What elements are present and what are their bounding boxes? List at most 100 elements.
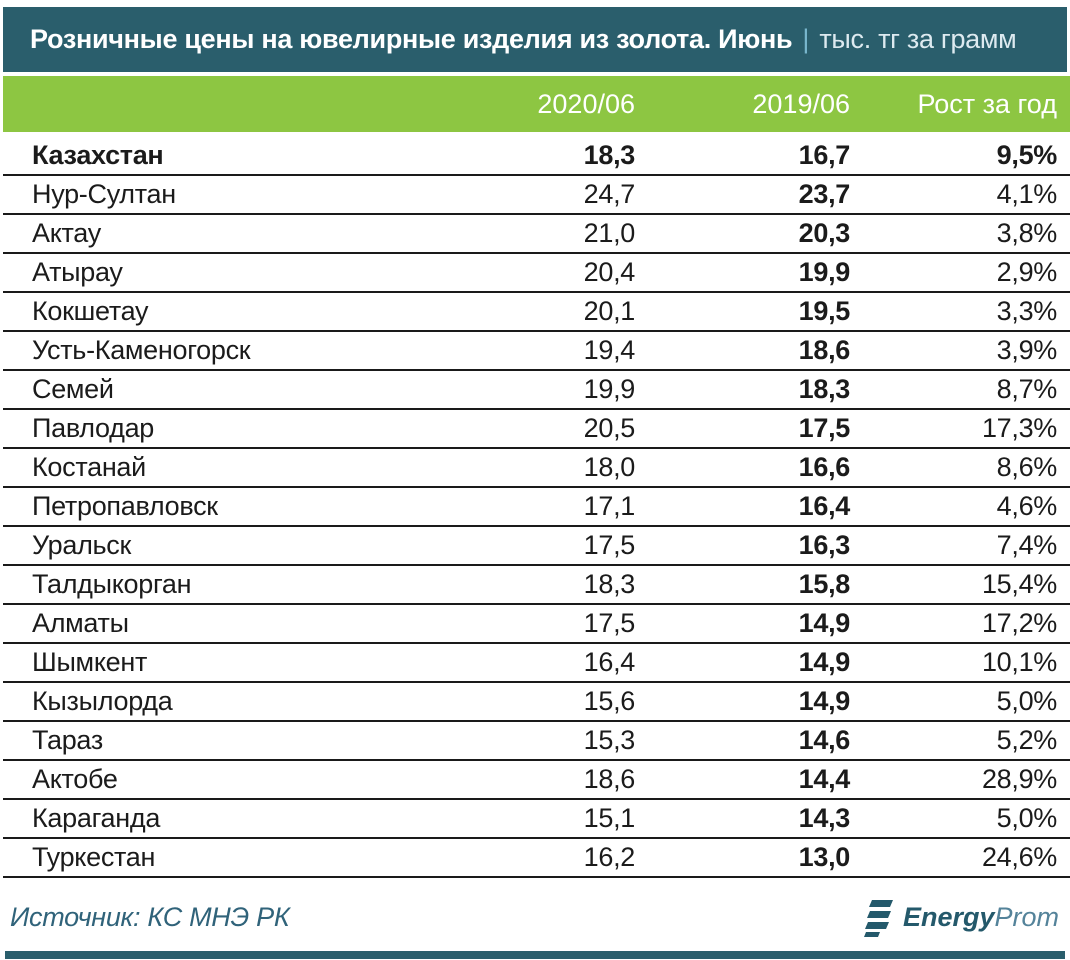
table-row: Казахстан 18,3 16,7 9,5% <box>3 134 1070 176</box>
table-row: Алматы 17,5 14,9 17,2% <box>3 604 1070 644</box>
table-row: Актобе 18,6 14,4 28,9% <box>3 760 1070 800</box>
table-row: Павлодар 20,5 17,5 17,3% <box>3 409 1070 449</box>
region-cell: Петропавловск <box>3 487 458 527</box>
growth-cell: 24,6% <box>850 838 1070 878</box>
growth-cell: 8,7% <box>850 370 1070 410</box>
price-2020-cell: 21,0 <box>458 214 635 254</box>
table-row: Актау 21,0 20,3 3,8% <box>3 214 1070 254</box>
region-cell: Алматы <box>3 604 458 644</box>
bottom-accent-bar <box>5 951 1065 959</box>
table-row: Нур-Султан 24,7 23,7 4,1% <box>3 175 1070 215</box>
footer: Источник: КС МНЭ РК EnergyProm <box>3 888 1067 946</box>
growth-cell: 7,4% <box>850 526 1070 566</box>
region-cell: Тараз <box>3 721 458 761</box>
price-2019-cell: 14,4 <box>635 760 850 800</box>
region-column-header <box>3 76 458 137</box>
price-2020-cell: 16,2 <box>458 838 635 878</box>
price-2019-cell: 14,9 <box>635 604 850 644</box>
table-row: Талдыкорган 18,3 15,8 15,4% <box>3 565 1070 605</box>
price-2020-cell: 19,9 <box>458 370 635 410</box>
growth-cell: 4,1% <box>850 175 1070 215</box>
column-header-2019: 2019/06 <box>635 76 850 137</box>
region-cell: Кокшетау <box>3 292 458 332</box>
price-2020-cell: 19,4 <box>458 331 635 371</box>
price-2020-cell: 18,3 <box>458 134 635 176</box>
price-2020-cell: 17,1 <box>458 487 635 527</box>
table-body: Казахстан 18,3 16,7 9,5% Нур-Султан 24,7… <box>3 134 1070 878</box>
region-cell: Казахстан <box>3 134 458 176</box>
price-2019-cell: 16,4 <box>635 487 850 527</box>
region-cell: Талдыкорган <box>3 565 458 605</box>
title-separator: | <box>802 24 810 54</box>
region-cell: Усть-Каменогорск <box>3 331 458 371</box>
growth-cell: 3,3% <box>850 292 1070 332</box>
table-row: Усть-Каменогорск 19,4 18,6 3,9% <box>3 331 1070 371</box>
energyprom-logo: EnergyProm <box>860 896 1059 938</box>
table-row: Караганда 15,1 14,3 5,0% <box>3 799 1070 839</box>
table-row: Шымкент 16,4 14,9 10,1% <box>3 643 1070 683</box>
table-row: Кокшетау 20,1 19,5 3,3% <box>3 292 1070 332</box>
price-2020-cell: 18,6 <box>458 760 635 800</box>
column-header-row: 2020/06 2019/06 Рост за год <box>3 76 1070 137</box>
price-2020-cell: 15,3 <box>458 721 635 761</box>
table-row: Петропавловск 17,1 16,4 4,6% <box>3 487 1070 527</box>
price-2019-cell: 19,9 <box>635 253 850 293</box>
table-row: Уральск 17,5 16,3 7,4% <box>3 526 1070 566</box>
growth-cell: 5,2% <box>850 721 1070 761</box>
growth-cell: 2,9% <box>850 253 1070 293</box>
price-2019-cell: 17,5 <box>635 409 850 449</box>
column-header-2020: 2020/06 <box>458 76 635 137</box>
table-row: Кызылорда 15,6 14,9 5,0% <box>3 682 1070 722</box>
region-cell: Туркестан <box>3 838 458 878</box>
price-2019-cell: 13,0 <box>635 838 850 878</box>
table-row: Тараз 15,3 14,6 5,2% <box>3 721 1070 761</box>
price-2019-cell: 18,6 <box>635 331 850 371</box>
growth-cell: 15,4% <box>850 565 1070 605</box>
growth-cell: 3,8% <box>850 214 1070 254</box>
price-2019-cell: 14,3 <box>635 799 850 839</box>
price-2020-cell: 20,4 <box>458 253 635 293</box>
price-2019-cell: 14,9 <box>635 643 850 683</box>
price-2019-cell: 14,6 <box>635 721 850 761</box>
logo-text-prom: Prom <box>994 901 1059 932</box>
price-2020-cell: 18,0 <box>458 448 635 488</box>
price-2020-cell: 20,5 <box>458 409 635 449</box>
region-cell: Нур-Султан <box>3 175 458 215</box>
region-cell: Костанай <box>3 448 458 488</box>
page-title: Розничные цены на ювелирные изделия из з… <box>30 24 793 54</box>
region-cell: Актобе <box>3 760 458 800</box>
price-2020-cell: 20,1 <box>458 292 635 332</box>
energyprom-logo-text: EnergyProm <box>903 902 1059 933</box>
price-2019-cell: 18,3 <box>635 370 850 410</box>
price-2020-cell: 18,3 <box>458 565 635 605</box>
price-2019-cell: 14,9 <box>635 682 850 722</box>
column-header-growth: Рост за год <box>850 76 1070 137</box>
price-2020-cell: 17,5 <box>458 526 635 566</box>
price-2020-cell: 16,4 <box>458 643 635 683</box>
region-cell: Атырау <box>3 253 458 293</box>
title-bar: Розничные цены на ювелирные изделия из з… <box>3 7 1067 72</box>
region-cell: Павлодар <box>3 409 458 449</box>
growth-cell: 5,0% <box>850 682 1070 722</box>
price-2019-cell: 16,6 <box>635 448 850 488</box>
growth-cell: 8,6% <box>850 448 1070 488</box>
table-row: Туркестан 16,2 13,0 24,6% <box>3 838 1070 878</box>
price-2019-cell: 19,5 <box>635 292 850 332</box>
table-row: Семей 19,9 18,3 8,7% <box>3 370 1070 410</box>
region-cell: Шымкент <box>3 643 458 683</box>
growth-cell: 17,2% <box>850 604 1070 644</box>
growth-cell: 4,6% <box>850 487 1070 527</box>
region-cell: Актау <box>3 214 458 254</box>
growth-cell: 17,3% <box>850 409 1070 449</box>
price-2020-cell: 17,5 <box>458 604 635 644</box>
region-cell: Уральск <box>3 526 458 566</box>
growth-cell: 9,5% <box>850 134 1070 176</box>
region-cell: Семей <box>3 370 458 410</box>
table-row: Атырау 20,4 19,9 2,9% <box>3 253 1070 293</box>
price-table: 2020/06 2019/06 Рост за год Казахстан 18… <box>3 76 1070 878</box>
price-2020-cell: 15,1 <box>458 799 635 839</box>
region-cell: Караганда <box>3 799 458 839</box>
energyprom-logo-icon <box>860 896 896 938</box>
price-2020-cell: 24,7 <box>458 175 635 215</box>
